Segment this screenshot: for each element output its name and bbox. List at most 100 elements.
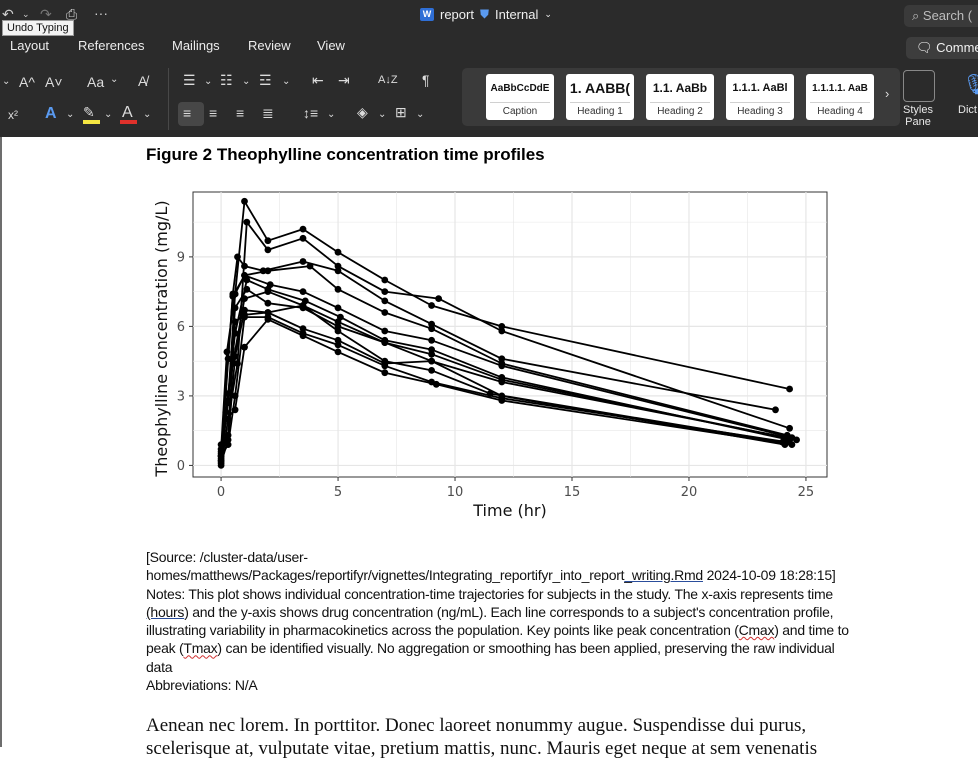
series-points	[217, 197, 800, 469]
styles-gallery-next-icon[interactable]: ›	[885, 86, 890, 101]
data-point	[299, 258, 307, 265]
shrink-font-button[interactable]: A˅	[45, 74, 63, 90]
sensitivity-chevron-icon[interactable]: ⌄	[544, 9, 552, 19]
pilcrow-button[interactable]: ¶	[422, 72, 430, 88]
style-heading-3[interactable]: 1.1.1. AaBl Heading 3	[726, 74, 794, 120]
data-point	[428, 325, 435, 333]
shading-icon[interactable]: ◈	[357, 104, 368, 120]
align-left-icon[interactable]: ≡	[183, 105, 192, 121]
tab-review[interactable]: Review	[248, 38, 291, 53]
shading-chevron-icon[interactable]: ⌄	[378, 109, 387, 120]
font-color-icon[interactable]: A	[122, 104, 133, 121]
sensitivity-label[interactable]: Internal	[494, 7, 539, 22]
style-caption[interactable]: AaBbCcDdE Caption	[486, 74, 554, 120]
change-case-button[interactable]: Aa	[87, 74, 105, 90]
style-heading-2[interactable]: 1.1. AaBb Heading 2	[646, 74, 714, 120]
align-right-icon[interactable]: ≡	[236, 105, 245, 121]
notes-text: illustrating variability in pharmacokine…	[146, 622, 739, 639]
data-point	[243, 276, 251, 284]
borders-icon[interactable]: ⊞	[395, 104, 407, 120]
source-file-underlined: _writing.Rmd	[624, 567, 703, 584]
data-point	[428, 350, 435, 358]
undo-dropdown-icon[interactable]: ⌄	[22, 9, 30, 19]
bullets-icon[interactable]: ☰	[183, 72, 196, 88]
notes-tmax: Tmax	[183, 640, 218, 657]
x-tick-label: 0	[217, 485, 225, 500]
comments-label: Comme	[936, 40, 978, 55]
dictate-button[interactable]: Dict	[958, 104, 977, 116]
dictate-icon[interactable]: 🎙	[962, 74, 978, 96]
borders-chevron-icon[interactable]: ⌄	[416, 109, 425, 120]
data-point	[498, 362, 506, 370]
highlight-icon[interactable]: ✎	[83, 104, 95, 120]
style-heading-1[interactable]: 1. AABB( Heading 1	[566, 74, 634, 120]
redo-icon[interactable]: ↷	[40, 6, 52, 22]
bullets-chevron-icon[interactable]: ⌄	[204, 76, 213, 87]
sort-button[interactable]: A↓Z	[378, 74, 398, 86]
tab-view[interactable]: View	[317, 38, 345, 53]
data-point	[243, 218, 251, 226]
notes-line-5: data	[146, 658, 173, 675]
line-spacing-icon[interactable]: ↕≡	[303, 105, 319, 121]
clear-formatting-icon[interactable]: A̸	[138, 73, 148, 89]
multilevel-list-icon[interactable]: ☲	[259, 72, 272, 88]
x-tick-label: 25	[798, 485, 815, 500]
tab-references[interactable]: References	[78, 38, 145, 53]
print-icon[interactable]: ⎙	[66, 6, 78, 22]
comments-button[interactable]: 🗨 Comme	[906, 37, 978, 59]
search-box[interactable]: ⌕ Search (	[904, 5, 978, 27]
style-divider	[490, 102, 550, 103]
grow-font-button[interactable]: A^	[19, 74, 35, 90]
data-point	[793, 436, 800, 444]
undo-tooltip: Undo Typing	[2, 20, 74, 36]
font-size-chevron-icon[interactable]: ⌄	[2, 76, 11, 87]
undo-icon[interactable]: ↶	[2, 6, 14, 22]
align-center-icon[interactable]: ≡	[209, 105, 218, 121]
source-path: homes/matthews/Packages/reportifyr/vigne…	[146, 567, 625, 584]
change-case-chevron-icon[interactable]: ⌄	[110, 74, 119, 85]
highlight-chevron-icon[interactable]: ⌄	[104, 109, 113, 120]
search-icon: ⌕	[912, 8, 920, 23]
numbering-chevron-icon[interactable]: ⌄	[242, 76, 251, 87]
data-point	[217, 452, 225, 460]
data-point	[299, 234, 307, 242]
notes-line-4: peak (Tmax) can be identified visually. …	[146, 639, 846, 657]
increase-indent-icon[interactable]: ⇥	[338, 72, 350, 88]
data-point	[381, 339, 389, 346]
concentration-chart: 0 5 10 15 20 25 0 3 6 9 Time (hr) Theophylline co…	[152, 191, 828, 520]
styles-pane-button[interactable]: Styles Pane	[903, 104, 933, 128]
y-tick-label: 9	[177, 250, 185, 265]
notes-text: ) can be identified visually. No aggrega…	[217, 640, 835, 657]
text-effects-icon[interactable]: A	[45, 105, 57, 122]
data-point	[334, 262, 342, 270]
justify-icon[interactable]: ≣	[262, 105, 274, 121]
text-effects-chevron-icon[interactable]: ⌄	[66, 109, 75, 120]
data-point	[259, 267, 267, 275]
tab-mailings[interactable]: Mailings	[172, 38, 220, 53]
font-color-chevron-icon[interactable]: ⌄	[143, 109, 152, 120]
data-point	[334, 304, 342, 312]
style-divider	[810, 102, 870, 103]
style-preview: 1. AABB(	[569, 80, 631, 96]
styles-pane-icon[interactable]	[903, 70, 935, 102]
y-tick-label: 3	[177, 389, 185, 404]
tab-layout[interactable]: Layout	[10, 38, 50, 53]
line-spacing-chevron-icon[interactable]: ⌄	[327, 109, 336, 120]
style-preview: 1.1.1.1. AaB	[812, 83, 868, 94]
style-preview: AaBbCcDdE	[490, 83, 550, 94]
document-title[interactable]: W report ⛊ Internal ⌄	[420, 7, 552, 22]
data-point	[222, 415, 230, 423]
notes-text: peak (	[146, 640, 184, 657]
more-icon[interactable]: ···	[94, 5, 108, 21]
numbering-icon[interactable]: ☷	[220, 72, 233, 88]
notes-line-1: Notes: This plot shows individual concen…	[146, 585, 833, 602]
data-point	[334, 285, 342, 293]
style-heading-4[interactable]: 1.1.1.1. AaB Heading 4	[806, 74, 874, 120]
decrease-indent-icon[interactable]: ⇤	[312, 72, 324, 88]
superscript-button[interactable]: x²	[8, 108, 18, 122]
ribbon: ↶ ⌄ ↷ ⎙ ··· W report ⛊ Internal ⌄ ⌕ Sear…	[0, 0, 978, 137]
data-point	[229, 292, 237, 300]
data-point	[224, 441, 232, 448]
search-label: Search (	[922, 8, 973, 23]
multilevel-chevron-icon[interactable]: ⌄	[282, 76, 291, 87]
